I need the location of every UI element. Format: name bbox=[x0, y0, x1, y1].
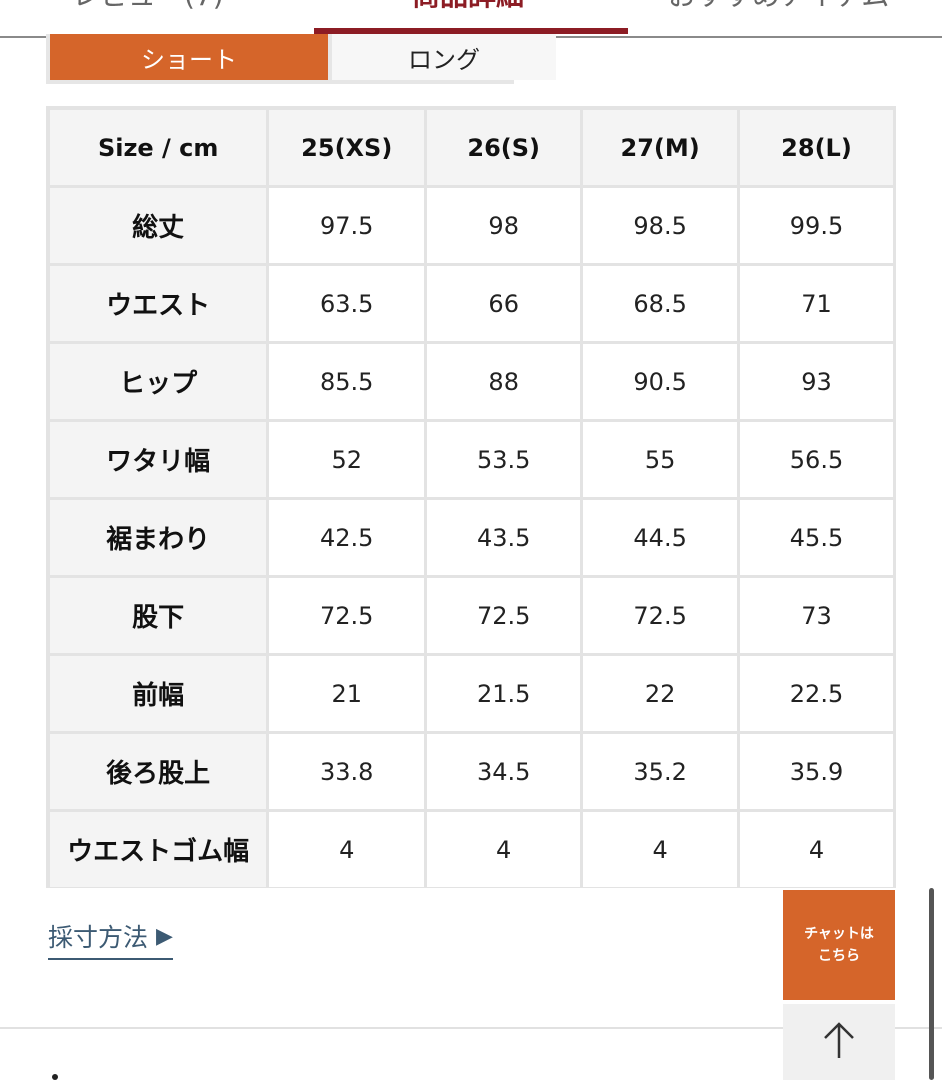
row-label: 総丈 bbox=[50, 188, 270, 266]
table-cell: 21.5 bbox=[427, 656, 584, 734]
table-cell: 56.5 bbox=[740, 422, 896, 500]
table-cell: 22 bbox=[583, 656, 740, 734]
table-cell: 45.5 bbox=[740, 500, 896, 578]
table-cell: 4 bbox=[583, 812, 740, 888]
table-cell: 68.5 bbox=[583, 266, 740, 344]
table-row: 後ろ股上 33.8 34.5 35.2 35.9 bbox=[50, 734, 896, 812]
arrow-up-icon bbox=[821, 1020, 857, 1064]
size-table: Size / cm 25(XS) 26(S) 27(M) 28(L) 総丈 97… bbox=[50, 110, 896, 888]
row-label: ヒップ bbox=[50, 344, 270, 422]
bullet-dot bbox=[52, 1074, 58, 1080]
table-cell: 35.9 bbox=[740, 734, 896, 812]
chat-button-line2: こちら bbox=[818, 948, 860, 964]
size-table-container: Size / cm 25(XS) 26(S) 27(M) 28(L) 総丈 97… bbox=[46, 106, 896, 888]
active-tab-indicator bbox=[314, 28, 628, 34]
table-cell: 93 bbox=[740, 344, 896, 422]
row-label: 前幅 bbox=[50, 656, 270, 734]
chat-button-line1: チャットは bbox=[804, 926, 874, 942]
table-cell: 98.5 bbox=[583, 188, 740, 266]
table-cell: 73 bbox=[740, 578, 896, 656]
product-tab-bar: レビュー(7) 商品詳細 おすすめアイテム bbox=[0, 0, 942, 38]
row-label: 裾まわり bbox=[50, 500, 270, 578]
table-row: ワタリ幅 52 53.5 55 56.5 bbox=[50, 422, 896, 500]
table-row: ウエスト 63.5 66 68.5 71 bbox=[50, 266, 896, 344]
table-header-row: Size / cm 25(XS) 26(S) 27(M) 28(L) bbox=[50, 110, 896, 188]
table-cell: 52 bbox=[269, 422, 428, 500]
table-cell: 22.5 bbox=[740, 656, 896, 734]
table-cell: 85.5 bbox=[269, 344, 428, 422]
chat-button[interactable]: チャットは こちら bbox=[783, 890, 895, 1000]
table-row: ヒップ 85.5 88 90.5 93 bbox=[50, 344, 896, 422]
table-row: 前幅 21 21.5 22 22.5 bbox=[50, 656, 896, 734]
play-arrow-icon: ▶ bbox=[156, 923, 173, 949]
tab-product-details[interactable]: 商品詳細 bbox=[412, 0, 524, 14]
table-cell: 53.5 bbox=[427, 422, 584, 500]
size-unit-header: Size / cm bbox=[50, 110, 270, 188]
table-cell: 43.5 bbox=[427, 500, 584, 578]
table-cell: 72.5 bbox=[269, 578, 428, 656]
table-cell: 72.5 bbox=[583, 578, 740, 656]
length-toggle: ショート ロング bbox=[46, 34, 556, 84]
table-cell: 97.5 bbox=[269, 188, 428, 266]
size-header: 25(XS) bbox=[269, 110, 428, 188]
table-row: 裾まわり 42.5 43.5 44.5 45.5 bbox=[50, 500, 896, 578]
table-cell: 4 bbox=[269, 812, 428, 888]
back-to-top-button[interactable] bbox=[783, 1004, 895, 1080]
table-cell: 4 bbox=[427, 812, 584, 888]
table-cell: 66 bbox=[427, 266, 584, 344]
table-cell: 42.5 bbox=[269, 500, 428, 578]
row-label: 後ろ股上 bbox=[50, 734, 270, 812]
measurement-method-link[interactable]: 採寸方法 ▶ bbox=[48, 918, 173, 960]
table-row: 総丈 97.5 98 98.5 99.5 bbox=[50, 188, 896, 266]
table-cell: 33.8 bbox=[269, 734, 428, 812]
section-divider bbox=[0, 1027, 942, 1029]
tab-recommended-items[interactable]: おすすめアイテム bbox=[668, 0, 889, 14]
table-row: ウエストゴム幅 4 4 4 4 bbox=[50, 812, 896, 888]
table-cell: 63.5 bbox=[269, 266, 428, 344]
table-cell: 4 bbox=[740, 812, 896, 888]
size-header: 26(S) bbox=[427, 110, 584, 188]
size-header: 27(M) bbox=[583, 110, 740, 188]
size-header: 28(L) bbox=[740, 110, 896, 188]
table-cell: 98 bbox=[427, 188, 584, 266]
table-cell: 35.2 bbox=[583, 734, 740, 812]
table-row: 股下 72.5 72.5 72.5 73 bbox=[50, 578, 896, 656]
table-cell: 72.5 bbox=[427, 578, 584, 656]
row-label: ウエスト bbox=[50, 266, 270, 344]
table-cell: 88 bbox=[427, 344, 584, 422]
row-label: ワタリ幅 bbox=[50, 422, 270, 500]
toggle-long[interactable]: ロング bbox=[332, 34, 556, 80]
table-cell: 71 bbox=[740, 266, 896, 344]
row-label: 股下 bbox=[50, 578, 270, 656]
row-label: ウエストゴム幅 bbox=[50, 812, 270, 888]
table-cell: 34.5 bbox=[427, 734, 584, 812]
table-cell: 44.5 bbox=[583, 500, 740, 578]
table-cell: 99.5 bbox=[740, 188, 896, 266]
table-cell: 90.5 bbox=[583, 344, 740, 422]
table-cell: 21 bbox=[269, 656, 428, 734]
measurement-method-label: 採寸方法 bbox=[48, 923, 149, 952]
scrollbar[interactable] bbox=[929, 888, 934, 1080]
table-cell: 55 bbox=[583, 422, 740, 500]
toggle-short[interactable]: ショート bbox=[50, 34, 328, 80]
tab-reviews[interactable]: レビュー(7) bbox=[72, 0, 224, 14]
